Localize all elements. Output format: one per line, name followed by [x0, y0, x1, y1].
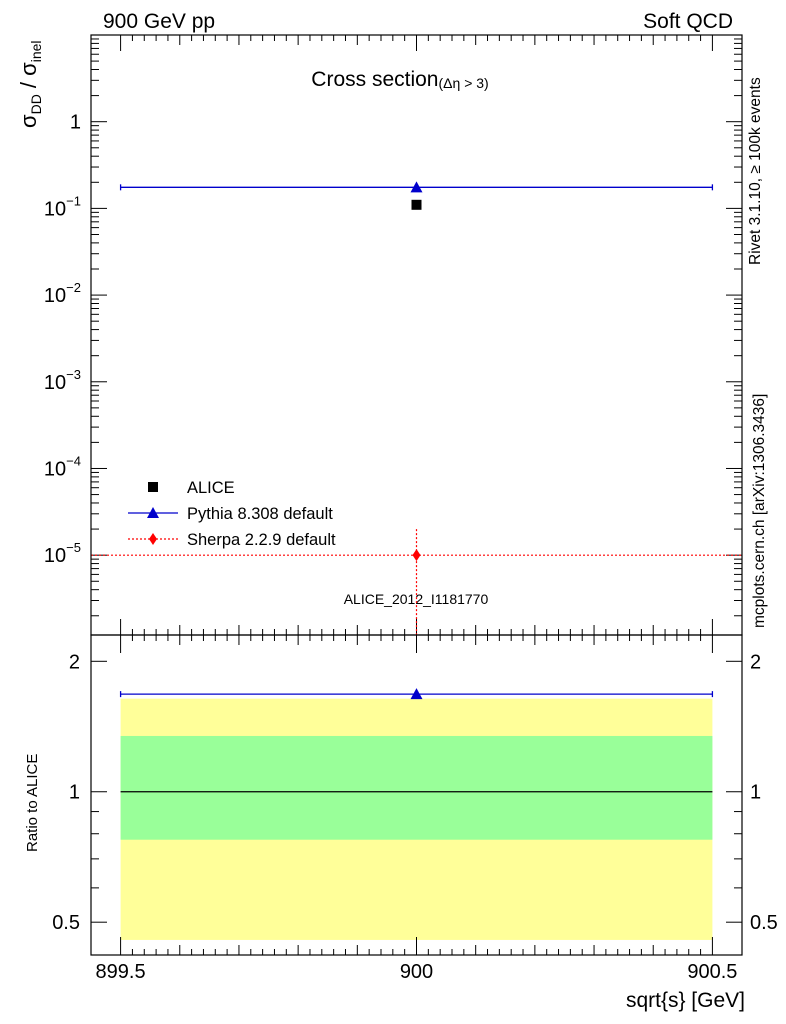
- mcplots-label: mcplots.cern.ch [arXiv:1306.3436]: [751, 394, 768, 628]
- x-tick-label: 900: [400, 961, 433, 983]
- y-tick-label: 10−4: [44, 453, 81, 480]
- ratio-pythia-marker: [410, 688, 423, 700]
- y-tick-label-base: 10: [44, 545, 66, 567]
- ratio-y-tick-label-right: 2: [750, 651, 761, 673]
- ratio-frame: [90, 634, 743, 956]
- y-tick-label: 10−1: [44, 193, 81, 220]
- header-right: Soft QCD: [643, 10, 733, 33]
- y-tick-label-exponent: −3: [66, 367, 81, 382]
- ratio-y-tick-label-right: 1: [750, 782, 761, 804]
- ratio-y-tick-label-left: 0.5: [52, 912, 80, 934]
- y-axis-label-sub1: DD: [28, 94, 44, 114]
- y-tick-label-base: 1: [70, 112, 81, 134]
- alice-marker: [411, 199, 422, 210]
- ratio-y-tick-label-left: 2: [69, 651, 80, 673]
- main-panel: Cross section(Δη > 3) σDD / σinel ALICE_…: [16, 34, 742, 635]
- main-y-ticks: [91, 34, 742, 635]
- x-tick-label: 900.5: [687, 961, 737, 983]
- y-tick-label-exponent: −1: [66, 193, 81, 208]
- legend-label: Sherpa 2.2.9 default: [187, 531, 336, 549]
- x-axis-label: sqrt{s} [GeV]: [626, 989, 745, 1012]
- chart-title: Cross section(Δη > 3): [311, 68, 488, 91]
- ratio-bands: [120, 698, 713, 940]
- y-tick-label: 10−5: [44, 540, 81, 567]
- legend: ALICE Pythia 8.308 default Sherpa 2.2.9 de…: [128, 479, 336, 549]
- rivet-label: Rivet 3.1.10, ≥ 100k events: [747, 77, 764, 265]
- ratio-panel: 0.5 0.51 12 2 Ratio to ALICE 899.5 900 900.5 …: [24, 635, 778, 1012]
- main-series: [91, 181, 742, 635]
- y-axis-label-sub2: inel: [28, 40, 44, 62]
- y-tick-label: 10−2: [44, 280, 81, 307]
- legend-label: Pythia 8.308 default: [187, 505, 333, 523]
- y-tick-label-base: 10: [44, 198, 66, 220]
- ratio-band-inner: [120, 735, 713, 840]
- header-left: 900 GeV pp: [103, 10, 215, 33]
- y-tick-label: 10−3: [44, 367, 81, 394]
- y-tick-label-base: 10: [44, 458, 66, 480]
- legend-label: ALICE: [187, 479, 235, 497]
- y-tick-label-base: 10: [44, 285, 66, 307]
- chart-title-sub: (Δη > 3): [439, 75, 489, 91]
- ratio-tick-labels: 0.5 0.5 1 1 2 2: [52, 651, 778, 934]
- y-tick-label: 1: [70, 112, 81, 134]
- main-y-tick-labels: 110−110−210−310−410−5: [44, 112, 81, 567]
- x-tick-label: 899.5: [96, 961, 146, 983]
- y-axis-label-sigma1: σ: [16, 114, 41, 128]
- y-axis-label-sep: /: [16, 76, 41, 94]
- ratio-y-tick-label-left: 1: [69, 782, 80, 804]
- ratio-ticks: [91, 635, 742, 955]
- ratio-y-axis-label: Ratio to ALICE: [24, 754, 41, 852]
- pythia-marker: [410, 181, 423, 193]
- ratio-y-tick-label-right: 0.5: [750, 912, 778, 934]
- sherpa-marker: [412, 549, 421, 562]
- legend-sherpa-marker: [149, 533, 157, 545]
- x-tick-labels: 899.5 900 900.5: [96, 961, 738, 983]
- chart-title-main: Cross section: [311, 68, 438, 91]
- ratio-series: [119, 688, 714, 700]
- y-tick-label-exponent: −2: [66, 280, 81, 295]
- y-tick-label-exponent: −4: [66, 453, 81, 468]
- y-axis-label: σDD / σinel: [16, 40, 44, 128]
- y-tick-label-base: 10: [44, 372, 66, 394]
- legend-alice-marker: [148, 482, 158, 492]
- y-axis-label-sigma2: σ: [16, 62, 41, 76]
- legend-pythia-marker: [147, 507, 159, 518]
- y-tick-label-exponent: −5: [66, 540, 81, 555]
